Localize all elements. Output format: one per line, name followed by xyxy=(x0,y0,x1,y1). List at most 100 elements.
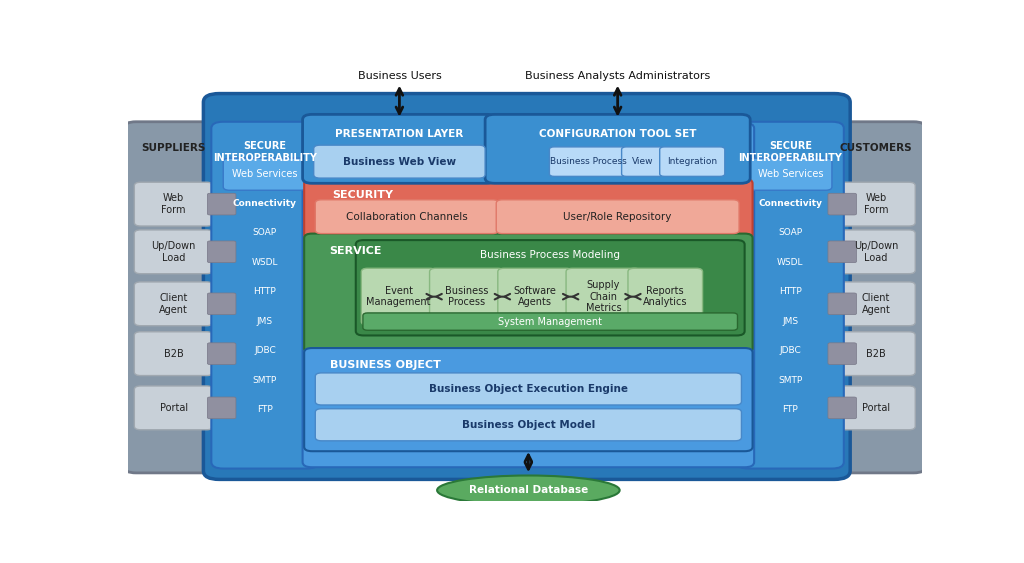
Text: Collaboration Channels: Collaboration Channels xyxy=(346,212,468,222)
FancyBboxPatch shape xyxy=(628,269,702,325)
FancyBboxPatch shape xyxy=(550,147,627,176)
FancyBboxPatch shape xyxy=(304,348,753,451)
FancyBboxPatch shape xyxy=(313,145,485,178)
Text: SMTP: SMTP xyxy=(778,376,803,385)
Text: Connectivity: Connectivity xyxy=(758,199,822,208)
FancyBboxPatch shape xyxy=(223,158,306,190)
Text: User/Role Repository: User/Role Repository xyxy=(563,212,672,222)
Text: Client
Agent: Client Agent xyxy=(159,293,188,315)
FancyBboxPatch shape xyxy=(828,343,856,364)
FancyBboxPatch shape xyxy=(303,123,754,467)
FancyBboxPatch shape xyxy=(430,269,504,325)
FancyBboxPatch shape xyxy=(566,269,641,325)
FancyBboxPatch shape xyxy=(315,409,741,441)
FancyBboxPatch shape xyxy=(207,397,236,419)
Text: JMS: JMS xyxy=(257,316,273,325)
Text: CONFIGURATION TOOL SET: CONFIGURATION TOOL SET xyxy=(539,129,696,139)
FancyBboxPatch shape xyxy=(828,241,856,262)
FancyBboxPatch shape xyxy=(826,122,926,473)
Text: SECURITY: SECURITY xyxy=(332,190,393,200)
FancyBboxPatch shape xyxy=(134,282,213,326)
Text: Portal: Portal xyxy=(862,403,890,413)
Text: JDBC: JDBC xyxy=(779,346,801,355)
Text: SOAP: SOAP xyxy=(778,228,803,237)
Text: Web Services: Web Services xyxy=(232,169,298,179)
FancyBboxPatch shape xyxy=(207,241,236,262)
Text: CUSTOMERS: CUSTOMERS xyxy=(840,143,912,153)
Text: Business Analysts Administrators: Business Analysts Administrators xyxy=(525,72,711,81)
Text: SECURE
INTEROPERABILITY: SECURE INTEROPERABILITY xyxy=(738,141,842,163)
FancyBboxPatch shape xyxy=(207,193,236,215)
Text: Business Process: Business Process xyxy=(550,157,627,166)
Text: Client
Agent: Client Agent xyxy=(861,293,891,315)
Text: WSDL: WSDL xyxy=(252,258,279,267)
Text: WSDL: WSDL xyxy=(777,258,804,267)
FancyBboxPatch shape xyxy=(134,182,213,226)
Text: Event
Management: Event Management xyxy=(367,286,431,307)
Text: Web
Form: Web Form xyxy=(863,193,888,215)
Text: Web
Form: Web Form xyxy=(162,193,186,215)
Text: Software
Agents: Software Agents xyxy=(514,286,557,307)
FancyBboxPatch shape xyxy=(315,200,499,234)
Text: Business Process Modeling: Business Process Modeling xyxy=(480,251,621,260)
Text: Supply
Chain
Metrics: Supply Chain Metrics xyxy=(586,280,622,313)
FancyBboxPatch shape xyxy=(355,240,744,336)
FancyBboxPatch shape xyxy=(124,122,223,473)
FancyBboxPatch shape xyxy=(134,230,213,274)
FancyBboxPatch shape xyxy=(304,234,753,353)
Text: Business
Process: Business Process xyxy=(445,286,488,307)
Text: SECURE
INTEROPERABILITY: SECURE INTEROPERABILITY xyxy=(213,141,316,163)
Ellipse shape xyxy=(437,476,620,505)
Text: FTP: FTP xyxy=(257,405,272,414)
FancyBboxPatch shape xyxy=(207,293,236,315)
FancyBboxPatch shape xyxy=(749,158,831,190)
Text: FTP: FTP xyxy=(782,405,798,414)
FancyBboxPatch shape xyxy=(828,397,856,419)
Text: Connectivity: Connectivity xyxy=(232,199,297,208)
Text: Business Object Model: Business Object Model xyxy=(462,420,595,430)
Text: PRESENTATION LAYER: PRESENTATION LAYER xyxy=(335,129,464,139)
Text: JMS: JMS xyxy=(782,316,799,325)
FancyBboxPatch shape xyxy=(134,386,213,430)
FancyBboxPatch shape xyxy=(134,332,213,376)
Text: HTTP: HTTP xyxy=(779,287,802,296)
Text: BUSINESS OBJECT: BUSINESS OBJECT xyxy=(330,360,440,370)
Text: JDBC: JDBC xyxy=(254,346,275,355)
Text: View: View xyxy=(632,157,653,166)
FancyBboxPatch shape xyxy=(485,114,751,184)
Text: B2B: B2B xyxy=(164,348,183,359)
FancyBboxPatch shape xyxy=(837,182,915,226)
FancyBboxPatch shape xyxy=(837,386,915,430)
Text: SERVICE: SERVICE xyxy=(330,246,382,256)
FancyBboxPatch shape xyxy=(837,282,915,326)
Text: Web Services: Web Services xyxy=(758,169,823,179)
FancyBboxPatch shape xyxy=(736,122,844,468)
Text: Reports
Analytics: Reports Analytics xyxy=(643,286,687,307)
FancyBboxPatch shape xyxy=(837,332,915,376)
FancyBboxPatch shape xyxy=(315,373,741,405)
Text: SUPPLIERS: SUPPLIERS xyxy=(141,143,206,153)
Text: Business Web View: Business Web View xyxy=(343,157,456,167)
FancyBboxPatch shape xyxy=(304,179,753,239)
FancyBboxPatch shape xyxy=(303,114,497,184)
Text: System Management: System Management xyxy=(499,316,602,327)
Text: Portal: Portal xyxy=(160,403,187,413)
FancyBboxPatch shape xyxy=(659,147,725,176)
Text: Relational Database: Relational Database xyxy=(469,485,588,495)
FancyBboxPatch shape xyxy=(828,193,856,215)
Text: Integration: Integration xyxy=(668,157,718,166)
FancyBboxPatch shape xyxy=(828,293,856,315)
Text: SOAP: SOAP xyxy=(253,228,276,237)
FancyBboxPatch shape xyxy=(622,147,665,176)
Text: B2B: B2B xyxy=(866,348,886,359)
FancyBboxPatch shape xyxy=(204,93,850,480)
Text: Up/Down
Load: Up/Down Load xyxy=(854,241,898,262)
FancyBboxPatch shape xyxy=(211,122,318,468)
FancyBboxPatch shape xyxy=(497,200,739,234)
FancyBboxPatch shape xyxy=(207,343,236,364)
FancyBboxPatch shape xyxy=(837,230,915,274)
FancyBboxPatch shape xyxy=(361,269,436,325)
Text: Business Users: Business Users xyxy=(357,72,441,81)
Text: HTTP: HTTP xyxy=(254,287,276,296)
Text: SMTP: SMTP xyxy=(253,376,278,385)
